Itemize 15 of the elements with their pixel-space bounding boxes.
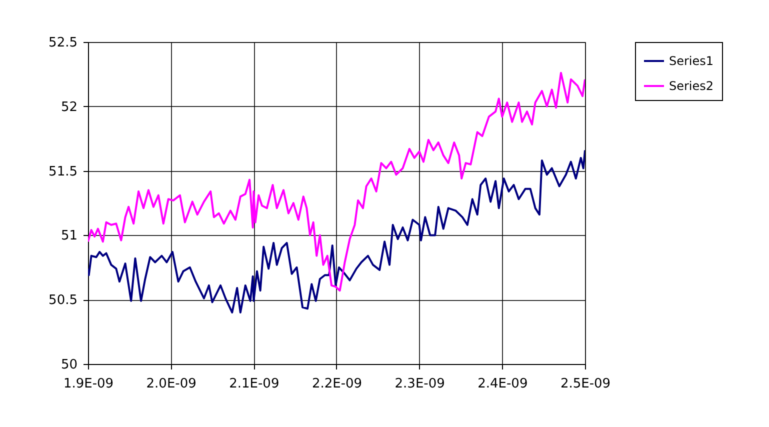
legend-label: Series2 (669, 79, 714, 93)
y-tick-label: 50.5 (48, 293, 78, 308)
x-tick-label: 2.5E-09 (560, 376, 611, 392)
y-tick-label: 50 (60, 358, 78, 372)
y-tick-label: 51 (60, 228, 78, 244)
x-tick-label: 2.0E-09 (146, 376, 196, 392)
x-tick-label: 2.1E-09 (229, 376, 280, 392)
legend-label: Series1 (669, 54, 714, 68)
x-tick-label: 2.2E-09 (312, 376, 362, 392)
x-tick-label: 2.4E-09 (478, 376, 528, 392)
y-tick-label: 52.5 (48, 36, 78, 50)
y-tick-label: 51.5 (48, 164, 78, 180)
y-tick-label: 52 (60, 100, 78, 115)
x-tick-label: 2.3E-09 (394, 376, 445, 392)
x-tick-label: 1.9E-09 (63, 376, 114, 392)
